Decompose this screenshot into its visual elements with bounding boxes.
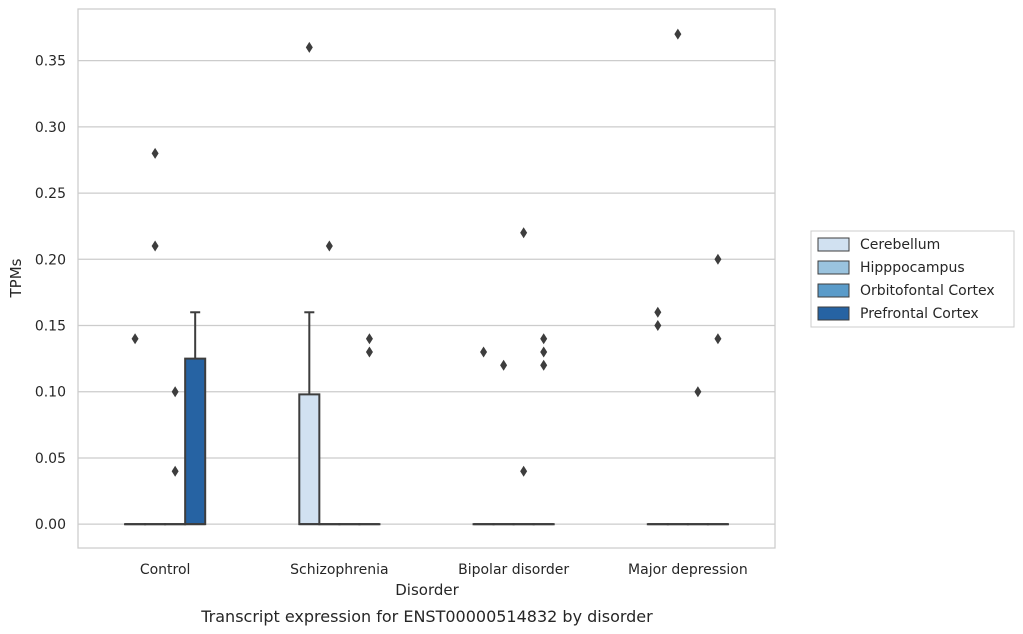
x-tick-label: Control bbox=[140, 562, 191, 578]
legend-swatch bbox=[817, 237, 850, 252]
box-group bbox=[298, 41, 321, 526]
y-tick-label: 0.35 bbox=[35, 54, 66, 70]
x-tick-label: Schizophrenia bbox=[290, 562, 388, 578]
box bbox=[298, 393, 321, 526]
outlier-point bbox=[480, 346, 488, 358]
outlier-point bbox=[674, 28, 682, 40]
legend-label: Cerebellum bbox=[860, 237, 940, 253]
outlier-point bbox=[540, 333, 548, 345]
outlier-point bbox=[151, 147, 159, 159]
box-group bbox=[318, 240, 341, 526]
outlier-point bbox=[540, 346, 548, 358]
outlier-point bbox=[305, 41, 313, 53]
box bbox=[184, 357, 207, 526]
outlier-point bbox=[654, 306, 662, 318]
outlier-point bbox=[365, 333, 373, 345]
box-group bbox=[686, 386, 709, 526]
legend-swatch bbox=[817, 260, 850, 275]
box-plot-area bbox=[124, 28, 729, 526]
box-group bbox=[358, 333, 381, 526]
outlier-point bbox=[131, 333, 139, 345]
legend-swatch bbox=[817, 306, 850, 321]
outlier-point bbox=[694, 386, 702, 398]
plot-frame bbox=[77, 8, 776, 549]
gridlines bbox=[78, 60, 775, 525]
outlier-point bbox=[714, 253, 722, 265]
box-group bbox=[164, 386, 187, 526]
outlier-point bbox=[365, 346, 373, 358]
y-tick-label: 0.00 bbox=[35, 517, 66, 533]
box-group bbox=[532, 333, 555, 526]
box-group bbox=[184, 311, 207, 526]
y-axis-ticks: 0.00 0.05 0.10 0.15 0.20 0.25 0.30 0.35 bbox=[35, 54, 66, 534]
x-tick-label: Major depression bbox=[628, 562, 748, 578]
y-tick-label: 0.20 bbox=[35, 252, 66, 268]
legend-label: Hipppocampus bbox=[860, 260, 965, 276]
legend-label: Prefrontal Cortex bbox=[860, 306, 979, 322]
x-axis-title: Disorder bbox=[395, 581, 459, 599]
y-axis-title: TPMs bbox=[7, 258, 25, 298]
outlier-point bbox=[654, 320, 662, 332]
outlier-point bbox=[520, 227, 528, 239]
outlier-point bbox=[500, 359, 508, 371]
outlier-point bbox=[714, 333, 722, 345]
box-group bbox=[144, 147, 167, 526]
box-group bbox=[666, 28, 689, 526]
x-tick-label: Bipolar disorder bbox=[458, 562, 569, 578]
legend-label: Orbitofontal Cortex bbox=[860, 283, 995, 299]
legend: Cerebellum Hipppocampus Orbitofontal Corte… bbox=[810, 230, 1015, 328]
legend-items: Cerebellum Hipppocampus Orbitofontal Corte… bbox=[817, 237, 995, 322]
box-group bbox=[706, 253, 729, 526]
x-axis-ticks: Control Schizophrenia Bipolar disorder Majo… bbox=[140, 562, 748, 578]
chart-caption: Transcript expression for ENST0000051483… bbox=[200, 607, 653, 626]
box-group bbox=[646, 306, 669, 526]
outlier-point bbox=[151, 240, 159, 252]
outlier-point bbox=[171, 465, 179, 477]
outlier-point bbox=[520, 465, 528, 477]
box-group bbox=[472, 346, 495, 526]
outlier-point bbox=[325, 240, 333, 252]
outlier-point bbox=[540, 359, 548, 371]
box-group bbox=[492, 359, 515, 526]
y-tick-label: 0.10 bbox=[35, 385, 66, 401]
box-group bbox=[512, 227, 535, 526]
y-tick-label: 0.30 bbox=[35, 120, 66, 136]
box-group bbox=[124, 333, 147, 526]
legend-swatch bbox=[817, 283, 850, 298]
y-tick-label: 0.25 bbox=[35, 186, 66, 202]
y-tick-label: 0.05 bbox=[35, 451, 66, 467]
y-tick-label: 0.15 bbox=[35, 319, 66, 335]
outlier-point bbox=[171, 386, 179, 398]
